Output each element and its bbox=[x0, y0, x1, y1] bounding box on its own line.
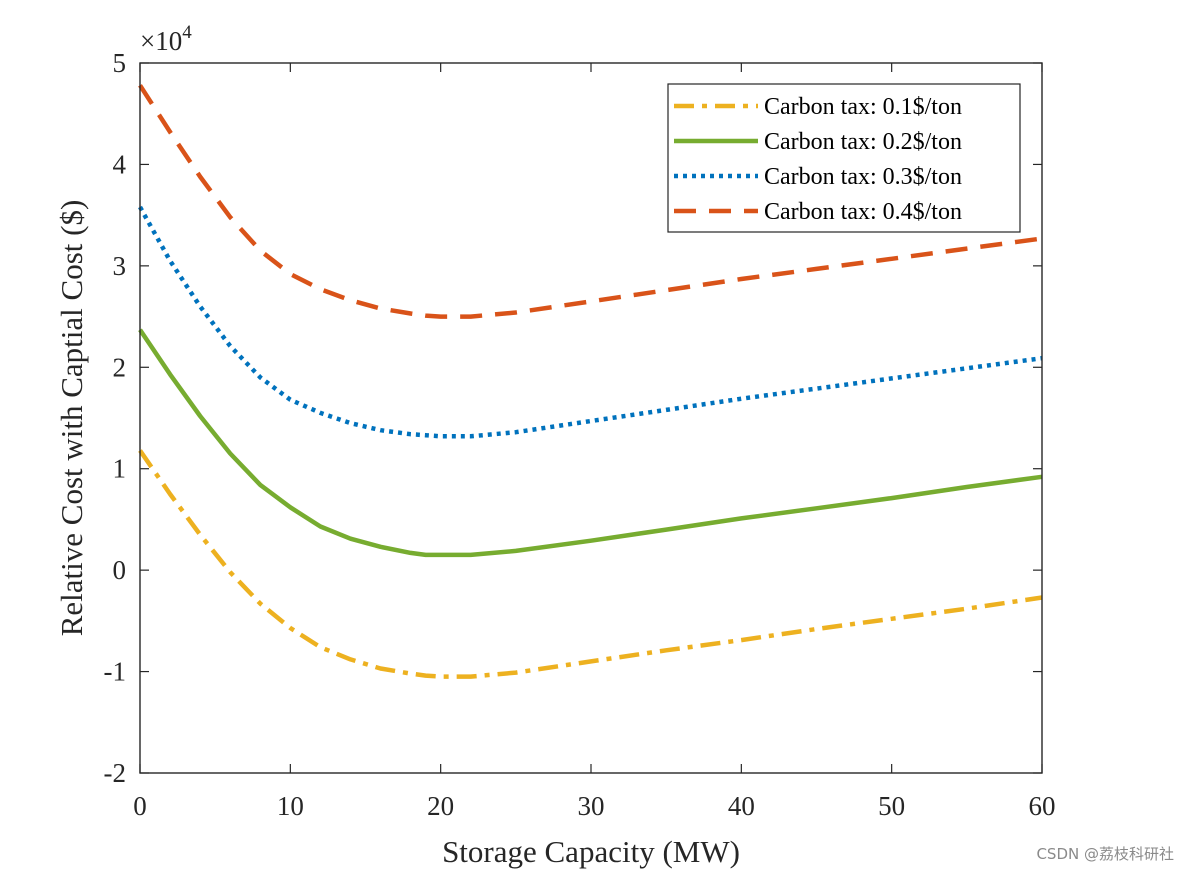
y-tick-label: 1 bbox=[113, 454, 127, 484]
y-tick-label: 3 bbox=[113, 251, 127, 281]
y-tick-label: -2 bbox=[104, 758, 127, 788]
y-tick-label: -1 bbox=[104, 657, 127, 687]
x-tick-label: 0 bbox=[133, 791, 147, 821]
x-tick-label: 10 bbox=[277, 791, 304, 821]
x-tick-label: 60 bbox=[1029, 791, 1056, 821]
series-line-4 bbox=[138, 84, 1043, 319]
watermark-text: CSDN @荔枝科研社 bbox=[1036, 845, 1174, 863]
legend-box bbox=[667, 83, 1021, 233]
x-tick-label: 30 bbox=[578, 791, 605, 821]
x-tick-label: 40 bbox=[728, 791, 755, 821]
x-tick-label: 20 bbox=[427, 791, 454, 821]
legend-label: Carbon tax: 0.4$/ton bbox=[764, 199, 962, 225]
y-tick-label: 0 bbox=[113, 555, 127, 585]
series-line-3 bbox=[138, 205, 1043, 439]
y-tick-label: 2 bbox=[113, 352, 127, 382]
legend-label: Carbon tax: 0.2$/ton bbox=[764, 129, 962, 155]
series-line-2 bbox=[138, 328, 1043, 558]
y-tick-label: 5 bbox=[113, 48, 127, 78]
legend-label: Carbon tax: 0.1$/ton bbox=[764, 94, 962, 120]
plot-lines bbox=[138, 84, 1043, 679]
legend-label: Carbon tax: 0.3$/ton bbox=[764, 164, 962, 190]
x-tick-label: 50 bbox=[878, 791, 905, 821]
x-axis: 0 10 20 30 40 50 60 bbox=[133, 63, 1056, 821]
y-axis-title: Relative Cost with Captial Cost ($) bbox=[54, 200, 89, 637]
y-exponent-label: ×104 bbox=[140, 22, 192, 56]
y-axis: -2 -1 0 1 2 3 4 5 bbox=[104, 48, 1042, 788]
legend: Carbon tax: 0.1$/ton Carbon tax: 0.2$/ton… bbox=[667, 83, 1021, 233]
x-axis-title: Storage Capacity (MW) bbox=[442, 834, 740, 869]
series-line-1 bbox=[138, 449, 1043, 679]
y-tick-label: 4 bbox=[113, 149, 127, 179]
